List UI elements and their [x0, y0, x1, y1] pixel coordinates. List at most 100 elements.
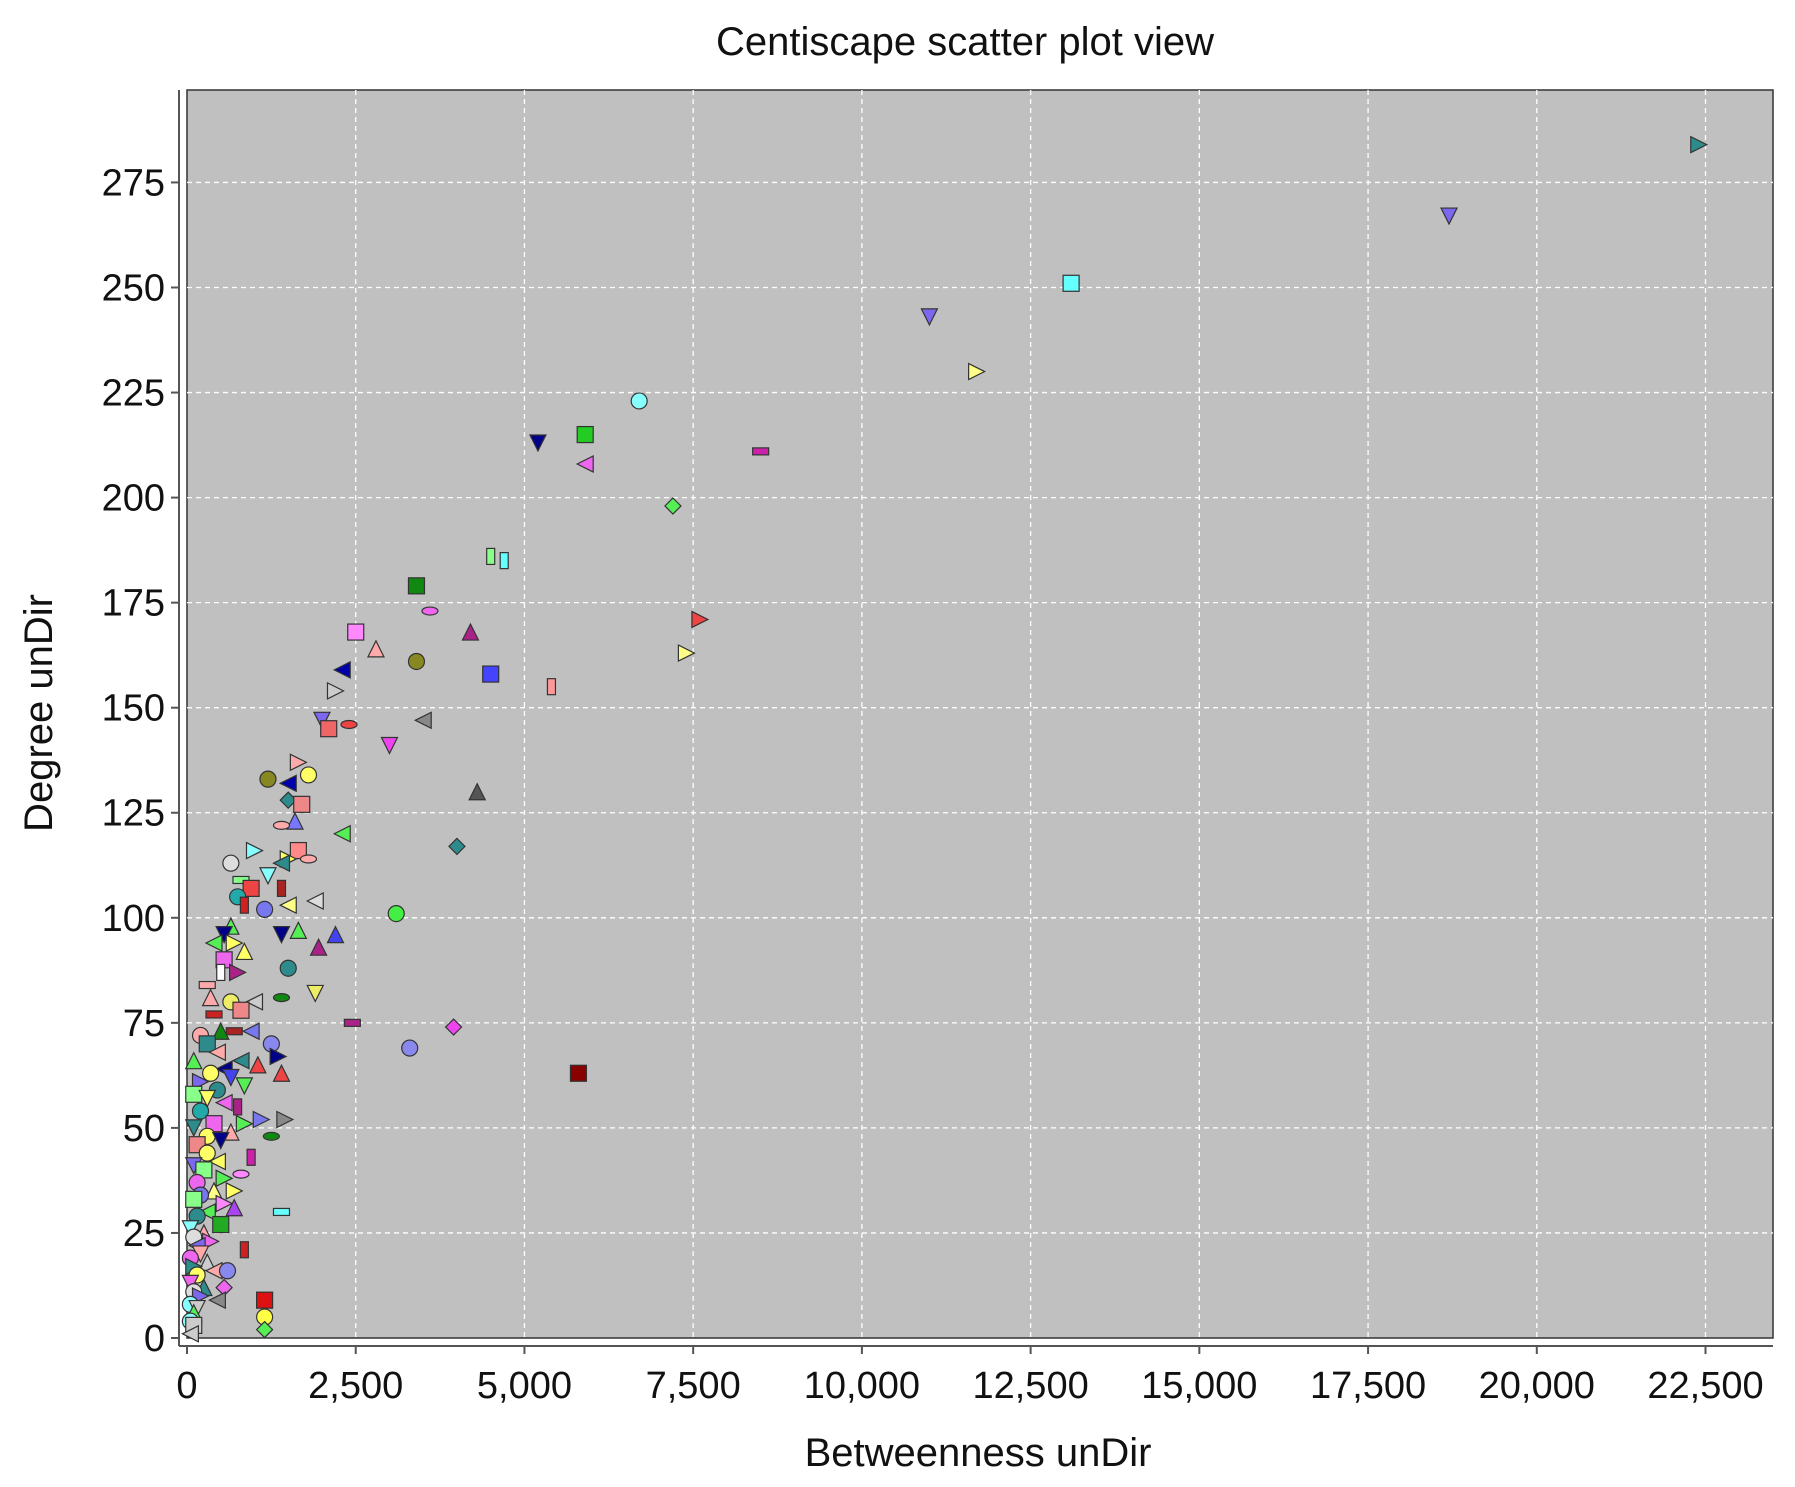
scatter-point — [184, 1051, 203, 1070]
scatter-point — [380, 736, 399, 755]
scatter-point — [444, 1018, 463, 1036]
scatter-point — [278, 774, 297, 793]
scatter-point — [225, 934, 244, 952]
grid-lines — [187, 90, 1773, 1338]
scatter-point — [208, 1291, 226, 1310]
scatter-point — [1440, 207, 1459, 226]
scatter-point — [198, 1035, 216, 1053]
x-tick-label: 10,000 — [804, 1365, 920, 1407]
x-tick-label: 2,500 — [308, 1365, 403, 1407]
scatter-point — [528, 434, 547, 453]
scatter-point — [255, 1320, 274, 1339]
scatter-point — [231, 1051, 250, 1070]
scatter-point — [202, 1064, 220, 1082]
scatter-point — [1690, 135, 1709, 154]
scatter-point — [184, 1119, 203, 1138]
scatter-point — [181, 1324, 199, 1343]
x-tick-label: 20,000 — [1479, 1365, 1595, 1407]
scatter-point — [407, 652, 426, 671]
scatter-point — [225, 1181, 244, 1200]
scatter-point — [299, 854, 318, 864]
scatter-point — [269, 1047, 288, 1066]
scatter-point — [340, 719, 358, 730]
scatter-point — [920, 308, 939, 327]
scatter-point — [343, 1018, 361, 1027]
scatter-point — [293, 795, 311, 813]
scatter-point — [276, 879, 287, 897]
scatter-point — [198, 980, 216, 990]
scatter-point — [347, 623, 365, 641]
y-tick-label: 50 — [123, 1108, 165, 1150]
scatter-point — [216, 963, 226, 982]
scatter-point — [413, 711, 432, 730]
scatter-point — [272, 1207, 291, 1217]
scatter-point — [664, 497, 682, 515]
scatter-point — [326, 925, 345, 944]
x-tick-label: 22,500 — [1647, 1365, 1763, 1407]
scatter-point — [185, 1190, 203, 1208]
scatter-point — [286, 811, 304, 830]
scatter-point — [252, 1110, 271, 1129]
scatter-point — [407, 577, 426, 595]
scatter-point — [272, 993, 291, 1003]
y-tick-label: 150 — [102, 688, 165, 730]
x-tick-label: 15,000 — [1141, 1365, 1257, 1407]
scatter-point — [211, 1131, 230, 1150]
scatter-point — [215, 1194, 234, 1213]
scatter-point — [272, 820, 291, 830]
scatter-point — [461, 622, 480, 641]
scatter-point — [235, 1077, 254, 1096]
scatter-point — [221, 1068, 240, 1087]
scatter-point — [366, 639, 385, 658]
scatter-point — [248, 1055, 267, 1074]
scatter-point — [205, 1010, 223, 1019]
scatter-point — [256, 1291, 274, 1309]
x-tick-label: 17,500 — [1310, 1365, 1426, 1407]
axes — [171, 90, 1773, 1354]
scatter-point — [233, 1098, 243, 1116]
scatter-point — [201, 988, 220, 1007]
scatter-point — [225, 1027, 243, 1036]
x-tick-label: 5,000 — [477, 1365, 572, 1407]
y-tick-label: 175 — [102, 583, 165, 625]
scatter-point — [185, 1085, 203, 1103]
scatter-point — [279, 959, 297, 977]
scatter-point — [235, 1114, 254, 1133]
scatter-point — [468, 782, 487, 801]
y-tick-label: 200 — [102, 478, 165, 520]
scatter-point — [289, 841, 307, 860]
scatter-point — [332, 824, 351, 843]
y-tick-label: 125 — [102, 793, 165, 835]
scatter-point — [1062, 274, 1080, 292]
scatter-point — [575, 455, 594, 473]
scatter-point — [448, 837, 466, 856]
scatter-point — [546, 678, 557, 696]
scatter-point — [214, 1093, 233, 1112]
scatter-point — [204, 934, 223, 952]
scatter-point — [205, 1181, 223, 1200]
scatter-point — [256, 900, 274, 918]
scatter-point — [245, 841, 264, 860]
y-axis-label: Degree unDir — [17, 594, 61, 832]
scatter-point — [222, 854, 240, 872]
scatter-point — [239, 1241, 249, 1259]
scatter-point — [229, 963, 247, 982]
scatter-point — [242, 879, 260, 897]
scatter-point — [421, 606, 439, 616]
scatter-point — [215, 1169, 234, 1188]
y-tick-label: 75 — [123, 1003, 165, 1045]
scatter-point — [486, 547, 496, 566]
scatter-point — [401, 1039, 419, 1057]
scatter-point — [241, 1022, 260, 1041]
scatter-point — [332, 660, 351, 679]
y-tick-label: 275 — [102, 162, 165, 204]
scatter-point — [299, 766, 318, 784]
scatter-point — [235, 942, 254, 961]
scatter-point — [198, 1089, 217, 1108]
scatter-point — [215, 926, 234, 944]
data-points — [181, 135, 1709, 1343]
scatter-point — [691, 610, 710, 629]
scatter-point — [225, 1198, 244, 1217]
